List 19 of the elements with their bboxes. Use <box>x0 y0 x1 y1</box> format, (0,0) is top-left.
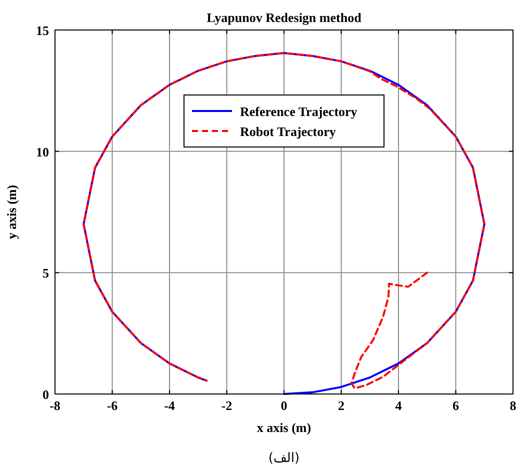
y-tick-label: 15 <box>36 23 50 38</box>
legend-label: Robot Trajectory <box>240 124 336 139</box>
x-tick-label: -4 <box>164 398 176 413</box>
x-tick-label: 8 <box>510 398 517 413</box>
chart-title: Lyapunov Redesign method <box>206 10 362 25</box>
y-axis-title: y axis (m) <box>4 184 19 240</box>
y-tick-label: 10 <box>36 144 49 160</box>
x-tick-label: 6 <box>452 398 460 413</box>
x-tick-label: 4 <box>395 398 402 413</box>
x-tick-label: -2 <box>221 398 232 413</box>
x-tick-label: -8 <box>50 398 61 413</box>
x-tick-label: 2 <box>338 398 344 413</box>
y-tick-label: 0 <box>42 387 49 402</box>
legend-label: Reference Trajectory <box>240 104 358 119</box>
x-tick-label: -6 <box>106 398 118 413</box>
x-axis-title: x axis (m) <box>256 420 312 435</box>
text: (الف) <box>268 451 300 466</box>
y-tick-label: 5 <box>42 266 50 281</box>
x-tick-label: 0 <box>280 398 288 413</box>
